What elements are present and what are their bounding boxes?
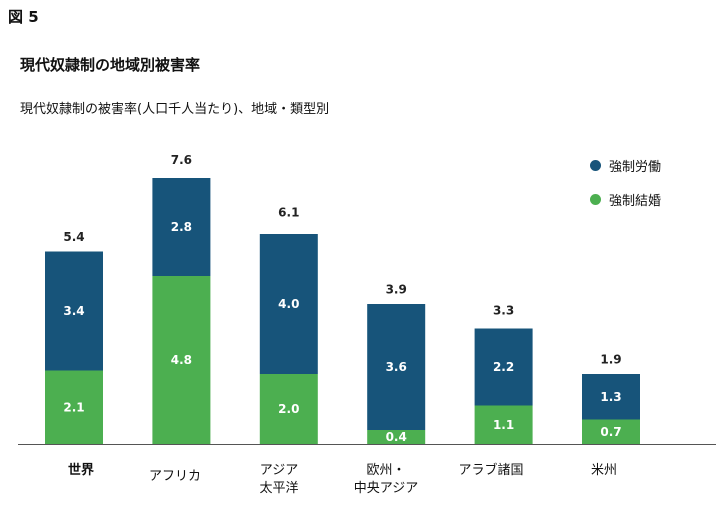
bar-segment-forced-labor (474, 328, 533, 406)
legend-item-forced-marriage: 強制結婚 (590, 188, 661, 210)
bar-segment-forced-marriage (474, 405, 533, 444)
category-label: アラブ諸国 (458, 463, 524, 478)
bar-segment-forced-labor (45, 251, 103, 371)
bar-segment-forced-labor (152, 178, 211, 276)
chart-title: 現代奴隷制の地域別被害率 (20, 56, 201, 74)
legend-label-forced-labor: 強制労働 (609, 159, 662, 175)
segment-value-label: 4.0 (278, 297, 299, 311)
chart-subtitle: 現代奴隷制の被害率(人口千人当たり)、地域・類型別 (20, 102, 330, 117)
segment-value-label: 1.3 (600, 390, 621, 404)
segment-value-label: 3.4 (63, 304, 84, 318)
bar-segment-forced-marriage (259, 374, 318, 444)
category-label: 欧州・ 中央アジア (353, 463, 419, 496)
category-label: アフリカ (148, 469, 201, 484)
segment-value-label: 0.7 (600, 425, 621, 439)
legend-swatch-forced-marriage (590, 193, 601, 205)
bar-segment-forced-labor (259, 234, 318, 374)
segment-value-label: 2.0 (278, 402, 299, 416)
segment-value-label: 3.6 (386, 360, 407, 374)
bar-total-label: 7.6 (171, 153, 192, 167)
segment-value-label: 4.8 (171, 353, 192, 367)
segment-value-label: 2.8 (171, 220, 192, 234)
category-label: 米州 (590, 463, 617, 478)
segment-value-label: 0.4 (386, 430, 407, 444)
bar-total-label: 5.4 (63, 230, 84, 244)
legend-item-forced-labor: 強制労働 (590, 154, 661, 176)
segment-value-label: 2.1 (63, 400, 84, 414)
bar-segment-forced-marriage (152, 276, 211, 444)
segment-value-label: 2.2 (493, 360, 514, 374)
category-label: 世界 (67, 463, 94, 478)
legend-label-forced-marriage: 強制結婚 (609, 193, 662, 209)
bar-total-label: 3.9 (386, 283, 407, 297)
category-label: アジア 太平洋 (259, 463, 299, 496)
bar-segment-forced-labor (582, 374, 640, 420)
bar-segment-forced-marriage (367, 430, 426, 444)
category-labels: 世界 アフリカ アジア 太平洋 欧州・ 中央アジア アラブ諸国 米州 (0, 462, 726, 512)
bar-total-label: 6.1 (278, 206, 299, 220)
figure-label: 図 5 (8, 8, 39, 26)
bar-segment-forced-marriage (45, 370, 103, 444)
bar-segment-forced-marriage (582, 419, 640, 444)
bar-segment-forced-labor (367, 304, 426, 430)
legend-swatch-forced-labor (590, 159, 601, 171)
segment-value-label: 1.1 (493, 418, 514, 432)
bar-total-label: 3.3 (493, 304, 514, 318)
bar-total-label: 1.9 (600, 353, 621, 367)
legend: 強制労働 強制結婚 (590, 154, 661, 222)
